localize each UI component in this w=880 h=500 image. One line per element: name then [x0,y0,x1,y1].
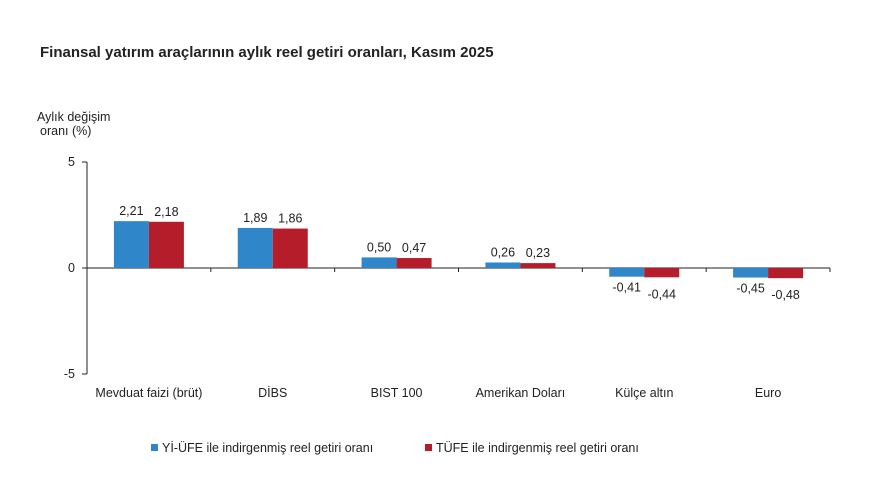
bar-yiufe [609,268,645,277]
data-label: 1,89 [243,211,267,225]
x-tick-labels-group: Mevduat faizi (brüt) DİBS BIST 100 Amerikan… [95,386,781,400]
bar-yiufe [113,221,149,268]
bars-group [113,221,804,279]
y-axis-label-line2: oranı (%) [40,124,91,138]
data-label: -0,48 [771,288,800,302]
data-label: 2,18 [154,205,178,219]
data-label: 0,23 [526,246,550,260]
bar-tufe [644,268,680,278]
data-label: -0,44 [648,287,677,301]
legend-label: TÜFE ile indirgenmiş reel getiri oranı [436,441,639,455]
data-label: -0,41 [613,281,642,295]
axes: 5 0 -5 [64,155,831,381]
bar-tufe [148,221,184,268]
chart-title: Finansal yatırım araçlarının aylık reel … [40,44,494,61]
data-label: 0,47 [402,241,426,255]
bar-yiufe [237,227,273,268]
legend-label: Yİ-ÜFE ile indirgenmiş reel getiri oranı [162,441,373,455]
bar-tufe [768,268,804,279]
bar-tufe [272,228,308,268]
data-label: 2,21 [119,204,143,218]
y-tick-label: 0 [68,261,75,275]
x-tick-label: Euro [755,386,781,400]
data-labels-group: 2,21 2,18 1,89 1,86 0,50 0,47 0,26 0,23 -0,41 -0,… [119,204,800,302]
x-tick-label: Külçe altın [615,386,673,400]
bar-tufe [520,263,556,268]
y-tick-label: -5 [64,367,75,381]
legend-swatch [425,444,432,451]
y-axis-label-line1: Aylık değişim [37,110,110,124]
bar-tufe [396,258,432,268]
legend: Yİ-ÜFE ile indirgenmiş reel getiri oranı… [151,441,639,455]
data-label: 0,50 [367,240,391,254]
x-tick-label: DİBS [258,386,287,400]
bar-yiufe [733,268,769,278]
x-tick-label: BIST 100 [371,386,423,400]
bar-yiufe [485,262,521,268]
bar-yiufe [361,257,397,268]
y-tick-label: 5 [68,155,75,169]
x-tick-label: Mevduat faizi (brüt) [95,386,202,400]
data-label: -0,45 [736,282,765,296]
x-tick-label: Amerikan Doları [476,386,566,400]
data-label: 0,26 [491,245,515,259]
legend-swatch [151,444,158,451]
data-label: 1,86 [278,212,302,226]
